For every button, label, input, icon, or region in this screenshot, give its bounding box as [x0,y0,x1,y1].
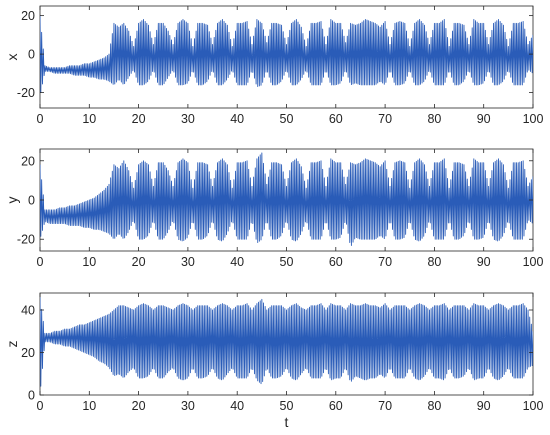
x-tick-label: 30 [181,399,195,413]
x-ticks: 0 10 20 30 40 50 60 70 80 90 100 [37,149,544,269]
y-ticks: -20 0 20 [17,9,533,100]
y-axis-label: z [4,341,20,348]
x-tick-label: 70 [378,255,392,269]
y-tick-label: -20 [17,86,35,100]
y-ticks: -20 0 20 [17,154,533,247]
x-tick-label: 100 [523,112,544,126]
x-tick-label: 80 [427,112,441,126]
x-tick-label: 90 [477,255,491,269]
trace-layer [40,15,533,93]
x-ticks: 0 10 20 30 40 50 60 70 80 90 100 [37,6,544,126]
trace-layer [40,152,533,246]
x-tick-label: 40 [230,399,244,413]
series-line [40,152,533,246]
x-tick-label: 20 [132,112,146,126]
x-tick-label: 60 [329,255,343,269]
x-tick-label: 80 [427,255,441,269]
x-tick-label: 0 [37,399,44,413]
x-tick-label: 100 [523,399,544,413]
y-tick-label: 20 [21,154,35,168]
x-tick-label: 50 [280,112,294,126]
x-axis-label: t [285,414,289,430]
x-tick-label: 30 [181,255,195,269]
x-tick-label: 100 [523,255,544,269]
panel-z: 0 10 20 30 40 50 60 70 80 90 100 0 20 40 z t [4,292,544,430]
x-tick-label: 60 [329,112,343,126]
x-tick-label: 10 [82,399,96,413]
x-tick-label: 10 [82,112,96,126]
y-ticks: 0 20 40 [21,304,533,403]
x-tick-label: 20 [132,399,146,413]
x-tick-label: 0 [37,112,44,126]
x-tick-label: 50 [280,399,294,413]
x-tick-label: 70 [378,112,392,126]
series-line [40,297,533,387]
x-tick-label: 90 [477,399,491,413]
series-line [40,15,533,93]
y-axis-label: x [4,54,20,61]
x-tick-label: 90 [477,112,491,126]
x-tick-label: 80 [427,399,441,413]
trace-layer [40,297,533,387]
x-tick-label: 40 [230,112,244,126]
x-tick-label: 50 [280,255,294,269]
y-tick-label: 20 [21,9,35,23]
x-tick-label: 30 [181,112,195,126]
x-ticks: 0 10 20 30 40 50 60 70 80 90 100 [37,293,544,413]
y-axis-label: y [4,197,20,204]
y-tick-label: -20 [17,233,35,247]
x-tick-label: 0 [37,255,44,269]
y-tick-label: 0 [28,48,35,62]
y-tick-label: 40 [21,304,35,318]
x-tick-label: 70 [378,399,392,413]
y-tick-label: 20 [21,346,35,360]
x-tick-label: 20 [132,255,146,269]
x-tick-label: 40 [230,255,244,269]
x-tick-label: 60 [329,399,343,413]
x-tick-label: 10 [82,255,96,269]
y-tick-label: 0 [28,194,35,208]
y-tick-label: 0 [28,389,35,403]
